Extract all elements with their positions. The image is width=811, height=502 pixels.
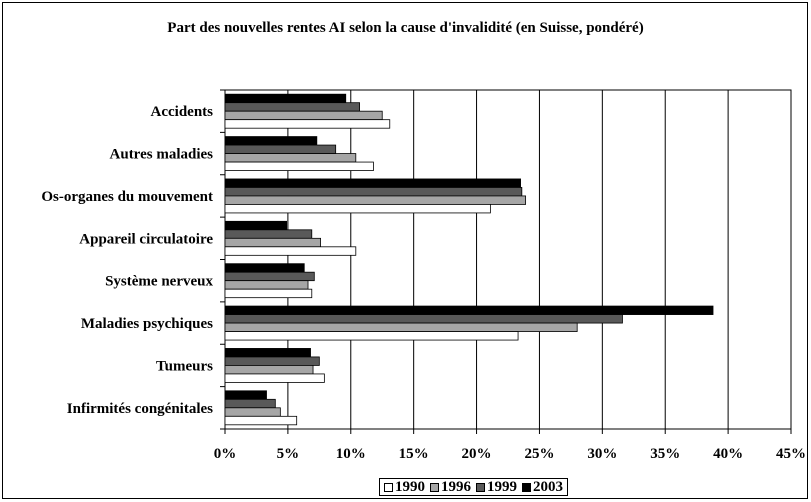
category-label: Infirmités congénitales (67, 401, 213, 417)
x-tick-label: 25% (524, 446, 554, 462)
legend-item-1996: 1996 (430, 479, 471, 495)
bar-1996 (224, 153, 357, 163)
legend-item-2003: 2003 (522, 479, 563, 495)
category-label: Autres maladies (110, 147, 214, 163)
x-tick-label: 10% (336, 446, 366, 462)
bar-2003 (224, 220, 288, 231)
category-label: Système nerveux (105, 274, 213, 290)
bar-1999 (224, 229, 313, 239)
legend-label-1996: 1996 (441, 479, 471, 495)
category-label: Os-organes du mouvement (41, 189, 213, 205)
legend-swatch-1999 (476, 482, 485, 492)
bar-1999 (224, 144, 337, 154)
x-tick-label: 40% (713, 446, 743, 462)
category-label: Maladies psychiques (81, 316, 213, 332)
bar-2003 (224, 93, 347, 104)
bar-1999 (224, 398, 276, 409)
bar-1990 (224, 246, 357, 256)
bar-1999 (224, 102, 360, 112)
bar-1999 (224, 356, 320, 366)
bar-1996 (224, 280, 309, 290)
bar-1990 (224, 331, 519, 341)
legend-swatch-1990 (384, 482, 393, 492)
bar-1996 (224, 365, 314, 375)
bar-1990 (224, 204, 491, 214)
legend-swatch-2003 (522, 482, 531, 492)
legend-swatch-1996 (430, 482, 439, 492)
legend-label-1990: 1990 (395, 479, 425, 495)
bar-1996 (224, 195, 527, 205)
category-label: Accidents (151, 104, 214, 120)
legend-label-2003: 2003 (533, 479, 563, 495)
bar-1990 (224, 119, 391, 129)
bar-1990 (224, 415, 298, 426)
bar-2003 (224, 305, 714, 315)
category-label: Tumeurs (156, 358, 213, 374)
bar-2003 (224, 390, 267, 400)
bar-2003 (224, 263, 305, 273)
bar-1990 (224, 373, 325, 383)
bar-1990 (224, 161, 374, 171)
bar-1990 (224, 288, 313, 299)
bar-1996 (224, 237, 321, 248)
chart-title: Part des nouvelles rentes AI selon la ca… (167, 20, 644, 36)
x-tick-label: 20% (462, 446, 492, 462)
category-label: Appareil circulatoire (79, 231, 213, 247)
bar-2003 (224, 178, 521, 188)
bar-1996 (224, 110, 383, 121)
bar-1999 (224, 314, 623, 324)
bar-1996 (224, 322, 578, 332)
x-tick-label: 30% (587, 446, 617, 462)
bar-2003 (224, 348, 311, 358)
bar-1999 (224, 187, 523, 197)
x-tick-label: 5% (277, 446, 300, 462)
legend: 1990 1996 1999 2003 (379, 478, 568, 496)
x-tick-label: 45% (776, 446, 806, 462)
legend-label-1999: 1999 (487, 479, 517, 495)
legend-item-1999: 1999 (476, 479, 517, 495)
bar-2003 (224, 136, 318, 146)
x-tick-label: 35% (650, 446, 680, 462)
bar-1999 (224, 271, 315, 282)
x-tick-label: 15% (399, 446, 429, 462)
legend-item-1990: 1990 (384, 479, 425, 495)
bar-1996 (224, 407, 281, 417)
x-tick-label: 0% (214, 446, 237, 462)
